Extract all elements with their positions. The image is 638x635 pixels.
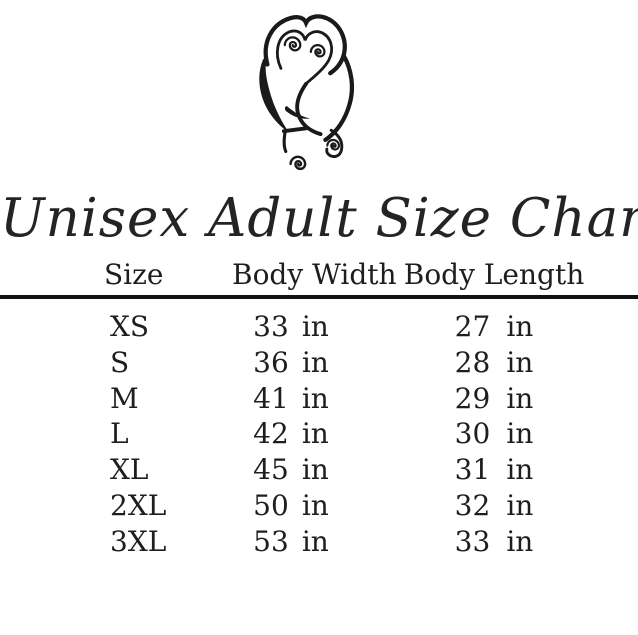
- body-length-unit: in: [506, 381, 534, 415]
- body-length-cell: 30 in: [350, 416, 638, 452]
- body-length-unit: in: [506, 524, 534, 558]
- table-row: 3XL 53 in 33 in: [0, 524, 638, 560]
- body-width-unit: in: [301, 488, 329, 522]
- owl-feet-icon: [281, 126, 344, 171]
- table-header-row: Size Body Width Body Length: [0, 260, 638, 290]
- body-length-value: 30: [454, 417, 491, 451]
- size-cell: S: [110, 345, 130, 379]
- body-width-cell: 41 in: [232, 381, 350, 417]
- body-width-unit: in: [301, 417, 329, 451]
- column-header-size: Size: [104, 258, 164, 291]
- table-row: L 42 in 30 in: [0, 416, 638, 452]
- body-width-unit: in: [301, 345, 329, 379]
- body-width-unit: in: [301, 524, 329, 558]
- body-width-value: 53: [253, 524, 289, 558]
- body-length-value: 32: [454, 488, 491, 522]
- body-width-cell: 36 in: [232, 345, 350, 381]
- body-length-cell: 33 in: [350, 524, 638, 560]
- size-cell: XL: [110, 453, 149, 487]
- size-cell: L: [110, 417, 129, 451]
- body-length-unit: in: [506, 345, 534, 379]
- body-width-unit: in: [301, 453, 329, 487]
- body-length-unit: in: [506, 417, 534, 451]
- body-width-value: 45: [253, 453, 289, 487]
- body-length-unit: in: [506, 488, 534, 522]
- body-length-value: 31: [454, 453, 491, 487]
- size-cell: 3XL: [110, 524, 167, 558]
- body-length-cell: 31 in: [350, 452, 638, 488]
- body-width-cell: 45 in: [232, 452, 350, 488]
- body-width-cell: 50 in: [232, 488, 350, 524]
- size-cell: M: [110, 381, 139, 415]
- column-header-body-length: Body Length: [403, 258, 585, 291]
- table-row: XL 45 in 31 in: [0, 452, 638, 488]
- body-width-cell: 42 in: [232, 416, 350, 452]
- table-row: M 41 in 29 in: [0, 381, 638, 417]
- owl-head-icon: [263, 14, 347, 85]
- body-length-value: 27: [454, 310, 491, 343]
- body-length-value: 28: [454, 345, 491, 379]
- table-row: S 36 in 28 in: [0, 345, 638, 381]
- body-width-value: 36: [253, 345, 289, 379]
- body-length-unit: in: [506, 453, 534, 487]
- column-header-body-width: Body Width: [232, 258, 397, 291]
- page-title: Unisex Adult Size Chart: [0, 188, 638, 249]
- logo-container: [0, 0, 638, 180]
- table-row: XS 33 in 27 in: [0, 309, 638, 345]
- size-cell: XS: [110, 310, 150, 343]
- table-row: 2XL 50 in 32 in: [0, 488, 638, 524]
- body-width-cell: 33 in: [232, 309, 350, 345]
- table-body: XS 33 in 27 in S 36 in 28 in: [0, 309, 638, 560]
- body-length-cell: 28 in: [350, 345, 638, 381]
- body-width-value: 33: [253, 310, 289, 343]
- header-divider-rule: [0, 295, 638, 299]
- body-length-cell: 29 in: [350, 381, 638, 417]
- size-cell: 2XL: [110, 488, 167, 522]
- body-width-value: 50: [253, 488, 289, 522]
- owl-swirl-icon: [259, 14, 355, 171]
- size-chart-table: Size Body Width Body Length XS 33 in 27 …: [0, 260, 638, 560]
- body-length-cell: 32 in: [350, 488, 638, 524]
- body-length-value: 33: [454, 524, 491, 558]
- body-length-unit: in: [506, 310, 534, 343]
- body-width-value: 41: [253, 381, 289, 415]
- body-length-value: 29: [454, 381, 491, 415]
- body-width-unit: in: [301, 310, 329, 343]
- body-width-cell: 53 in: [232, 524, 350, 560]
- body-width-unit: in: [301, 381, 329, 415]
- body-width-value: 42: [253, 417, 289, 451]
- body-length-cell: 27 in: [350, 309, 638, 345]
